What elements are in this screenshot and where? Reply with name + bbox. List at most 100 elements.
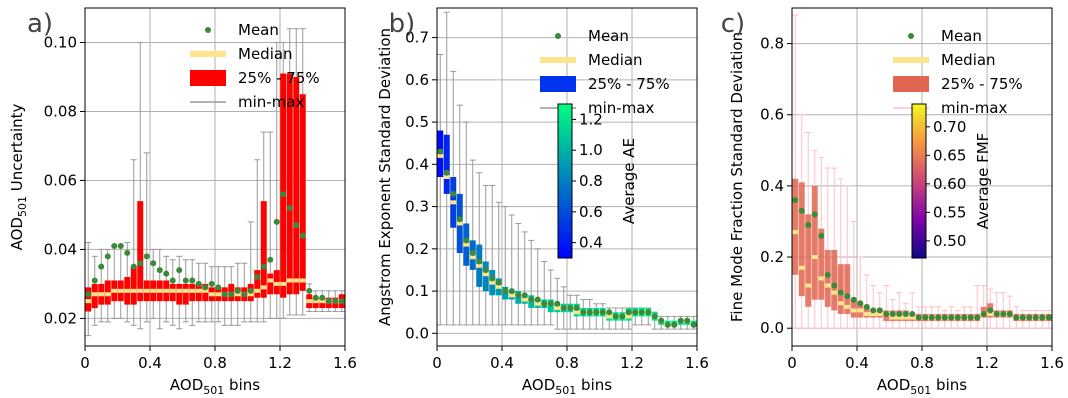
mean-point: [241, 291, 248, 298]
x-tick-label: 1.2: [975, 354, 999, 372]
mean-point: [176, 267, 183, 274]
mean-point: [85, 291, 92, 298]
legend-label: Median: [941, 51, 996, 69]
mean-point: [902, 310, 909, 317]
colorbar-tick-label: 0.8: [579, 172, 603, 190]
box: [280, 73, 287, 298]
panel-a: 0 0.4 0.8 1.2 1.6 0.02 0.04 0.06 0.08 0.10 AOD501 …: [8, 7, 357, 397]
mean-point: [273, 218, 280, 225]
mean-point: [684, 317, 691, 324]
mean-point: [1013, 314, 1020, 321]
x-axis-label-main: AOD: [170, 376, 203, 394]
x-axis-label-main: AOD: [522, 376, 555, 394]
x-tick-label: 0: [80, 354, 90, 372]
box: [254, 270, 261, 298]
mean-point: [573, 304, 580, 311]
mean-point: [247, 287, 254, 294]
mean-point: [560, 304, 567, 311]
y-tick-label: 0.4: [760, 177, 784, 195]
mean-point: [935, 314, 942, 321]
mean-point: [482, 266, 489, 273]
mean-point: [974, 314, 981, 321]
box: [137, 201, 144, 302]
x-axis-label-main: AOD: [877, 376, 910, 394]
mean-point: [876, 307, 883, 314]
mean-point: [156, 267, 163, 274]
y-tick-label: 0.5: [405, 113, 429, 131]
mean-point: [811, 211, 818, 218]
mean-point: [831, 282, 838, 289]
mean-point: [534, 296, 541, 303]
colorbar-tick-label: 1.2: [579, 110, 603, 128]
colorbar-tick-label: 0.60: [933, 175, 966, 193]
mean-point: [651, 313, 658, 320]
x-axis-label-suffix: bins: [576, 376, 612, 394]
legend-label: 25% - 75%: [238, 69, 320, 87]
mean-point: [137, 260, 144, 267]
box: [267, 273, 274, 295]
mean-point: [690, 321, 697, 328]
panel-letter: c): [721, 9, 745, 39]
mean-point: [1006, 310, 1013, 317]
mean-point: [150, 260, 157, 267]
colorbar-tick-label: 0.70: [933, 118, 966, 136]
colorbar: [911, 103, 927, 259]
x-axis-label-suffix: bins: [931, 376, 967, 394]
mean-point: [260, 263, 267, 270]
x-tick-label: 0.4: [490, 354, 514, 372]
mean-point: [993, 310, 1000, 317]
mean-point: [312, 294, 319, 301]
legend-label: Mean: [588, 27, 629, 45]
box: [844, 264, 851, 314]
mean-point: [456, 216, 463, 223]
mean-point: [980, 310, 987, 317]
mean-point: [234, 287, 241, 294]
x-tick-label: 0.4: [138, 354, 162, 372]
mean-point: [850, 296, 857, 303]
y-axis-label-main: AOD: [8, 217, 26, 250]
y-axis-label: Angstrom Exponent Standard Deviation: [376, 28, 394, 326]
box: [792, 178, 799, 275]
legend-label: Median: [238, 45, 293, 63]
mean-point: [293, 222, 300, 229]
mean-point: [130, 263, 137, 270]
mean-point: [948, 314, 955, 321]
mean-point: [909, 310, 916, 317]
x-axis-label-sub: 501: [910, 384, 931, 397]
legend-mean-marker: [555, 33, 561, 39]
mean-point: [202, 284, 209, 291]
x-tick-label: 0.8: [910, 354, 934, 372]
mean-point: [593, 309, 600, 316]
mean-point: [818, 232, 825, 239]
legend-box-marker: [540, 76, 576, 92]
box: [811, 185, 818, 300]
mean-point: [286, 205, 293, 212]
box: [818, 228, 825, 300]
y-axis-label: AOD501 Uncertainty: [8, 103, 29, 250]
x-tick-label: 0.4: [845, 354, 869, 372]
mean-point: [450, 190, 457, 197]
mean-point: [967, 314, 974, 321]
mean-point: [606, 309, 613, 316]
mean-point: [299, 232, 306, 239]
y-tick-label: 0.6: [760, 106, 784, 124]
mean-point: [547, 300, 554, 307]
mean-point: [1039, 314, 1046, 321]
box: [260, 201, 267, 298]
mean-point: [280, 191, 287, 198]
mean-point: [469, 250, 476, 257]
mean-point: [117, 242, 124, 249]
x-axis-label: AOD501 bins: [170, 376, 260, 397]
box: [824, 249, 831, 307]
mean-point: [332, 298, 339, 305]
mean-point: [619, 313, 626, 320]
colorbar-tick-label: 1.0: [579, 141, 603, 159]
mean-point: [189, 277, 196, 284]
mean-point: [987, 307, 994, 314]
y-tick-label: 0.0: [760, 319, 784, 337]
panel-letter: b): [389, 9, 416, 39]
legend-label: min-max: [588, 99, 655, 117]
y-tick-label: 0.8: [760, 35, 784, 53]
mean-point: [437, 148, 444, 155]
